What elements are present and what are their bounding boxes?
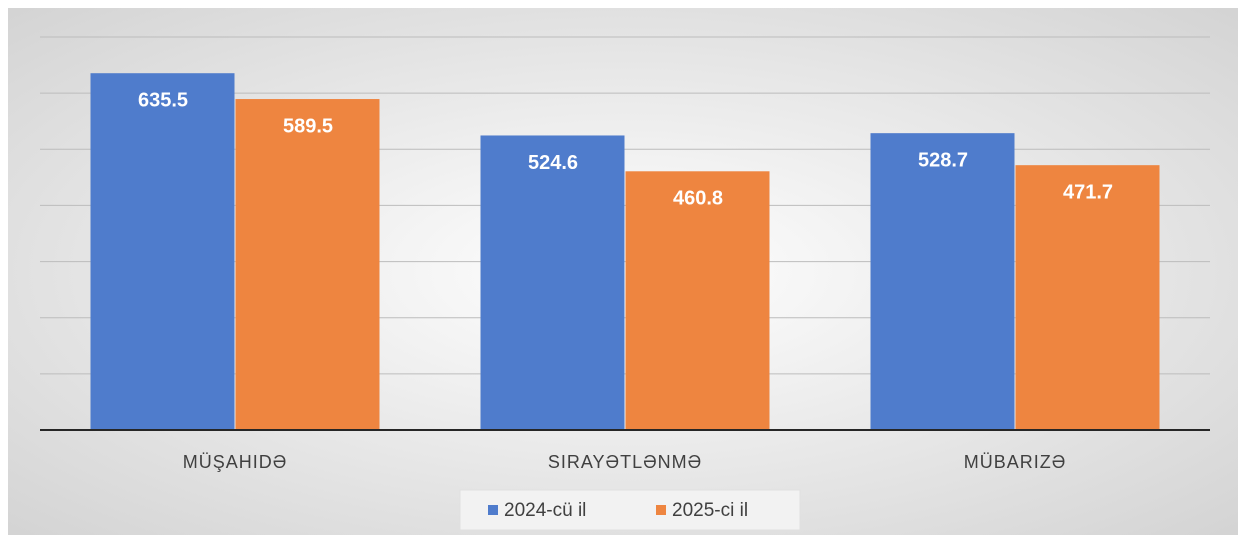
bar	[90, 73, 235, 430]
data-label: 524.6	[528, 152, 578, 174]
x-tick-label: MÜBARIZƏ	[964, 452, 1067, 472]
legend-label: 2024-cü il	[504, 500, 586, 521]
bar	[1015, 165, 1160, 431]
bar	[870, 133, 1015, 430]
legend-swatch	[656, 505, 666, 515]
bar	[625, 171, 770, 431]
x-tick-label: SIRAYƏTLƏNMƏ	[548, 452, 702, 472]
data-label: 635.5	[138, 89, 188, 111]
bar	[480, 135, 625, 430]
bar	[235, 99, 380, 431]
data-label: 589.5	[283, 115, 333, 137]
legend-swatch	[488, 505, 498, 515]
data-label: 528.7	[918, 149, 968, 171]
legend-label: 2025-ci il	[672, 500, 748, 521]
x-tick-label: MÜŞAHIDƏ	[183, 452, 288, 472]
legend-box	[459, 489, 801, 531]
data-label: 460.8	[673, 188, 723, 210]
data-label: 471.7	[1063, 181, 1113, 203]
